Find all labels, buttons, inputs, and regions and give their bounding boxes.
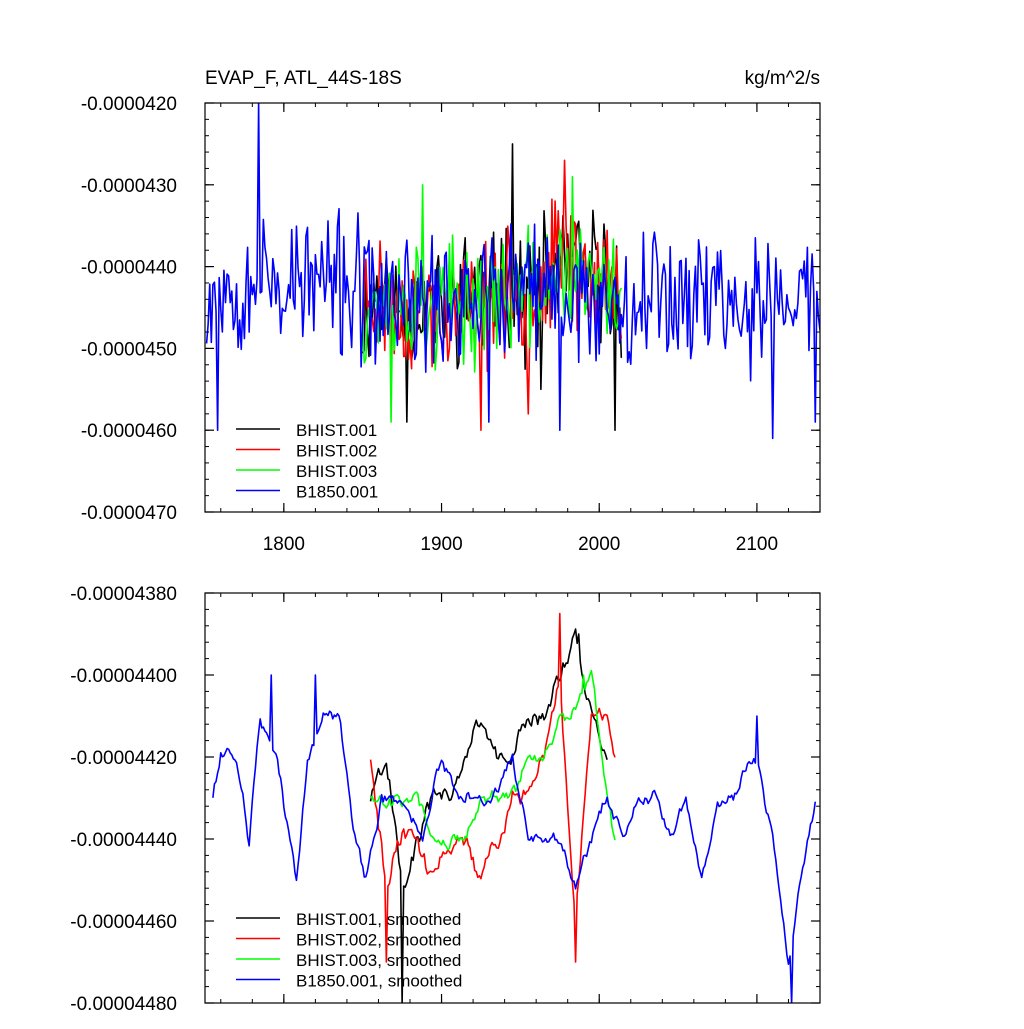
x-tick-label: 1800 (263, 534, 305, 555)
y-tick-label: -0.0000460 (81, 421, 177, 442)
series-line-3 (369, 669, 616, 851)
x-tick-label: 1900 (420, 534, 462, 555)
y-tick-label: -0.00004440 (70, 830, 177, 851)
chart-units: kg/m^2/s (745, 68, 820, 89)
y-tick-label: -0.00004480 (70, 994, 177, 1015)
y-tick-label: -0.0000450 (81, 339, 177, 360)
y-tick-label: -0.00004380 (70, 584, 177, 605)
legend-label: B1850.001, smoothed (296, 972, 462, 991)
series-line-2 (369, 612, 616, 963)
legend-label: BHIST.002 (296, 442, 377, 461)
chart-title: EVAP_F, ATL_44S-18S (205, 68, 402, 89)
y-tick-label: -0.00004400 (70, 666, 177, 687)
series-line-4 (212, 674, 817, 1003)
plot-frame (204, 102, 821, 513)
chart-panel-2: -0.00004380 -0.00004400 -0.00004420 -0.0000… (70, 584, 821, 1015)
y-tick-label: -0.0000470 (81, 503, 177, 524)
x-tick-label: 2100 (736, 534, 778, 555)
plot-frame (204, 592, 821, 1004)
y-tick-label: -0.0000440 (81, 258, 177, 279)
series-group (205, 103, 820, 440)
y-tick-label: -0.0000430 (81, 176, 177, 197)
series-group (212, 612, 817, 1003)
legend-label: B1850.001 (296, 483, 378, 502)
legend-label: BHIST.001 (296, 421, 377, 440)
y-tick-label: -0.00004460 (70, 912, 177, 933)
x-tick-label: 2000 (578, 534, 620, 555)
legend-label: BHIST.001, smoothed (296, 910, 461, 929)
series-line-1 (369, 628, 608, 1003)
y-tick-label: -0.00004420 (70, 748, 177, 769)
y-tick-label: -0.0000420 (81, 94, 177, 115)
legend-label: BHIST.002, smoothed (296, 931, 461, 950)
chart-panel-1: -0.0000420 -0.0000430 -0.0000440 -0.0000450… (81, 68, 821, 555)
series-line-4 (205, 103, 820, 440)
legend-label: BHIST.003, smoothed (296, 951, 461, 970)
legend: BHIST.001, smoothed BHIST.002, smoothedBH… (236, 910, 462, 991)
legend-label: BHIST.003 (296, 462, 377, 481)
